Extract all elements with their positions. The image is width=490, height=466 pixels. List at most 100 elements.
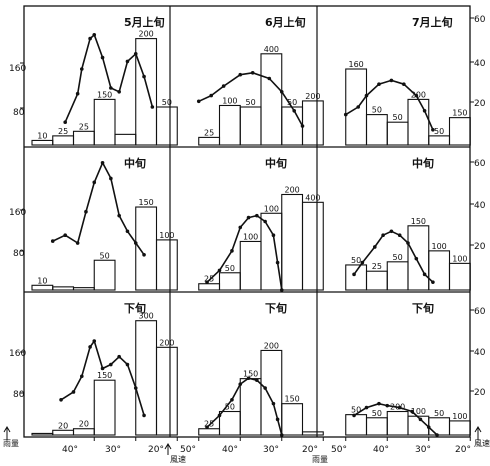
right-y-tick-r3-40: 40 [474, 348, 486, 358]
rain-bar-p5-4 [260, 212, 283, 291]
wind-point-p2-5 [250, 71, 255, 75]
wind-point-p2-6 [267, 76, 272, 81]
wind-point-p8-8 [271, 401, 276, 406]
x-tick-p2-40: 40° [222, 445, 238, 455]
wind-point-p2-4 [238, 72, 243, 77]
rain-bar-label-p2-6: 200 [305, 92, 320, 101]
rain-bar-label-p4-6: 150 [138, 198, 153, 207]
rain-bar-p6-2 [365, 270, 388, 291]
wind-point-p4-7 [109, 176, 113, 181]
wind-point-p8-6 [255, 378, 259, 383]
rain-bar-label-p3-5: 50 [434, 127, 444, 136]
rain-bar-label-p3-6: 150 [452, 109, 467, 118]
wind-point-p2-7 [279, 90, 284, 94]
left-y-tick-r1-160: 160 [9, 64, 26, 74]
rain-bar-label-p7-4: 150 [97, 371, 112, 380]
right-y-tick-r1-40: 40 [474, 59, 486, 69]
rain-bar-label-p8-2: 50 [225, 403, 235, 412]
wind-point-p1-4 [88, 36, 92, 41]
rain-bar-label-p2-3: 50 [246, 98, 256, 107]
wind-point-p4-5 [92, 180, 97, 185]
rain-bar-p3-4 [407, 98, 430, 146]
rain-bar-p1-1 [31, 139, 54, 146]
wind-point-p9-5 [397, 405, 402, 410]
rain-bar-p5-6 [301, 201, 324, 291]
wind-point-p3-5 [389, 78, 394, 83]
wind-point-p7-3 [80, 374, 84, 379]
x-tick-p2-50: 50° [180, 445, 196, 455]
wind-point-p7-1 [59, 397, 63, 402]
wind-point-p4-2 [63, 233, 67, 237]
rain-bar-p1-5 [114, 133, 137, 146]
wind-point-p6-6 [397, 233, 402, 237]
wind-point-p7-2 [71, 390, 76, 394]
rain-bar-label-p3-2: 50 [372, 106, 382, 115]
rain-bar-label-p4-4: 50 [100, 251, 110, 260]
rain-bar-label-p1-3: 25 [79, 122, 89, 131]
rain-bar-label-p5-5: 200 [284, 185, 299, 194]
left-axis-arrow [3, 426, 11, 440]
rain-bar-p8-3 [239, 378, 262, 436]
rain-bar-label-p3-1: 160 [348, 60, 363, 69]
wind-point-p2-2 [209, 93, 213, 98]
wind-point-p6-2 [360, 260, 365, 265]
wind-point-p3-4 [377, 82, 381, 86]
rain-bar-p6-6 [448, 262, 471, 291]
left-y-tick-r3-160: 160 [9, 349, 26, 359]
rain-bar-p5-5 [281, 193, 304, 291]
rain-bar-p7-3 [72, 428, 95, 436]
rain-bar-p4-7 [155, 239, 178, 291]
rain-bar-p6-3 [386, 261, 409, 291]
wind-point-p3-7 [414, 93, 419, 98]
panel-title-5: 中旬 [265, 156, 287, 170]
wind-point-p8-7 [263, 386, 267, 390]
x-tick-p3-40: 40° [373, 445, 389, 455]
bottom-axis-label-rain: 雨量 [312, 455, 328, 464]
wind-point-p7-5 [92, 339, 97, 343]
wind-point-p3-1 [343, 112, 348, 117]
wind-point-p5-3 [230, 249, 234, 253]
panel-title-2: 6月上旬 [265, 15, 306, 29]
rain-bar-p1-3 [72, 130, 95, 146]
rain-bar-p8-6 [301, 431, 324, 436]
rain-bar-p3-6 [448, 117, 471, 146]
rain-bar-p1-7 [155, 106, 178, 146]
wind-point-p4-3 [75, 241, 80, 245]
panel-title-1: 5月上旬 [124, 15, 165, 29]
wind-point-p7-6 [100, 366, 105, 371]
rain-bar-p4-2 [52, 286, 75, 291]
rain-bar-p8-2 [218, 410, 241, 436]
rain-bar-label-p7-2: 20 [58, 421, 68, 430]
rain-bar-p2-1 [198, 136, 221, 146]
wind-point-p6-10 [431, 280, 435, 284]
rain-bar-p8-1 [198, 428, 221, 436]
rain-bar-label-p8-4: 200 [264, 341, 279, 350]
rain-bar-label-p5-4: 100 [264, 204, 279, 213]
rain-bar-label-p2-1: 25 [204, 128, 214, 137]
wind-point-p2-9 [300, 124, 305, 128]
bottom-axis-label-wind: 風速 [170, 455, 186, 464]
outer-frame [23, 5, 471, 438]
wind-point-p6-9 [422, 272, 427, 277]
wind-point-p5-8 [271, 233, 276, 237]
wind-point-p3-9 [431, 128, 435, 132]
rain-bar-label-p9-4: 100 [411, 407, 426, 416]
panel-grid-frame [20, 5, 474, 441]
rain-bar-p4-1 [31, 284, 54, 291]
rain-bar-label-p9-1: 50 [351, 406, 361, 415]
rain-bar-label-p9-5: 50 [434, 409, 444, 418]
rain-bar-p2-5 [281, 106, 304, 146]
wind-point-p5-9 [275, 260, 280, 265]
rain-bar-p5-3 [239, 240, 262, 291]
rain-bar-label-p1-1: 10 [37, 131, 47, 140]
wind-point-p7-7 [109, 362, 113, 367]
wind-point-p1-9 [125, 59, 130, 64]
rain-bar-p9-5 [428, 417, 451, 436]
wind-point-p9-9 [435, 433, 439, 437]
right-y-tick-r3-20: 20 [474, 388, 486, 398]
wind-point-p9-8 [426, 425, 431, 429]
right-y-tick-r3-60: 60 [474, 307, 486, 317]
rain-bar-label-p1-2: 25 [58, 127, 68, 136]
wind-point-p6-3 [373, 245, 377, 249]
panel-title-7: 下旬 [124, 301, 146, 315]
